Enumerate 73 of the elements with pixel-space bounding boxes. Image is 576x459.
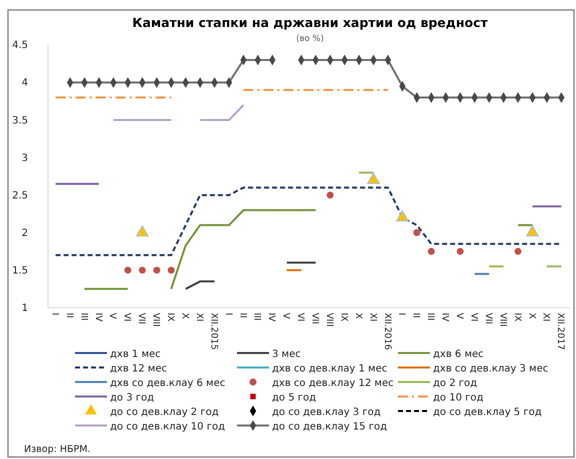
point <box>456 248 464 255</box>
x-tick-label: X <box>180 312 190 319</box>
x-tick-label: VIII <box>497 312 508 327</box>
y-tick-label: 3 <box>22 152 28 164</box>
x-tick-label: III <box>78 312 88 321</box>
x-tick-label: IV <box>266 312 276 322</box>
x-tick-label: I <box>222 312 233 316</box>
legend-label: дхв 12 мес <box>110 364 168 374</box>
x-tick-label: VII <box>482 312 493 324</box>
x-tick-label: V <box>454 312 464 320</box>
x-tick-label: XII.2016 <box>382 312 392 350</box>
y-tick-label: 2.5 <box>12 190 28 202</box>
legend-label: дхв со дев.клау 3 мес <box>433 364 548 374</box>
x-tick-label: I <box>49 312 60 316</box>
x-tick-label: VI <box>295 312 306 322</box>
legend-label: до 3 год <box>110 392 154 404</box>
legend-label: дхв со дев.клау 1 мес <box>272 364 388 374</box>
y-tick-label: 4 <box>22 78 28 89</box>
x-tick-label: IX <box>165 312 176 322</box>
x-tick-label: IV <box>92 312 103 322</box>
x-tick-label: III <box>252 312 262 321</box>
legend-label: дхв со дев.клау 6 мес <box>110 378 226 389</box>
legend-label: до 10 год <box>433 392 484 404</box>
y-tick-label: 1.5 <box>12 265 28 276</box>
x-tick-label: IV <box>440 312 450 322</box>
legend-label: 3 мес <box>272 349 301 360</box>
legend-label: до со дев.клау 5 год <box>433 407 542 418</box>
x-tick-label: IX <box>338 312 348 322</box>
legend-label: до со дев.клау 2 год <box>110 407 219 418</box>
x-tick-label: I <box>396 312 406 316</box>
x-tick-label: VII <box>136 312 146 324</box>
x-tick-label: VII <box>310 312 320 324</box>
point <box>428 248 435 255</box>
legend-label: до 2 год <box>433 378 478 389</box>
point <box>514 248 522 255</box>
point <box>153 266 160 274</box>
x-tick-label: VIII <box>150 312 161 327</box>
legend-label: дхв 1 мес <box>110 349 161 360</box>
legend-label: дхв со дев.клау 12 мес <box>272 378 394 389</box>
x-tick-label: V <box>107 312 118 320</box>
x-tick-label: II <box>410 312 421 318</box>
x-tick-label: XI <box>194 312 204 322</box>
x-tick-label: III <box>425 312 436 321</box>
y-tick-label: 3.5 <box>12 115 28 126</box>
x-tick-label: VI <box>468 312 478 322</box>
point <box>413 229 420 236</box>
legend-label: до со дев.клау 3 год <box>272 407 381 418</box>
x-tick-label: V <box>280 312 291 320</box>
chart-subtitle: (во %) <box>296 34 324 44</box>
x-tick-label: XI <box>540 312 551 322</box>
x-tick-label: X <box>352 312 363 319</box>
legend-label: до со дев.клау 15 год <box>272 422 388 432</box>
x-tick-label: X <box>526 312 536 319</box>
legend-label: дхв 6 мес <box>433 349 484 360</box>
x-tick-label: VI <box>122 312 132 322</box>
point <box>138 266 146 274</box>
x-tick-label: XI <box>367 312 378 322</box>
x-tick-label: II <box>237 312 248 318</box>
text: Извор: НБРМ. <box>24 444 90 455</box>
legend-label: до 5 год <box>272 392 316 404</box>
y-tick-label: 1 <box>22 302 28 314</box>
x-tick-label: II <box>64 312 74 318</box>
x-tick-label: XII.2015 <box>208 312 218 350</box>
legend-label: до со дев.клау 10 год <box>110 422 226 432</box>
point <box>124 266 132 274</box>
x-tick-label: XII.2017 <box>555 312 566 350</box>
x-tick-label: VIII <box>324 312 334 327</box>
x-tick-label: IX <box>512 312 522 322</box>
chart-title: Каматни стапки на државни хартии од вредност <box>132 15 489 30</box>
point <box>168 266 175 274</box>
point <box>326 192 334 199</box>
y-tick-label: 2 <box>22 228 28 239</box>
y-tick-label: 4.5 <box>12 40 28 52</box>
